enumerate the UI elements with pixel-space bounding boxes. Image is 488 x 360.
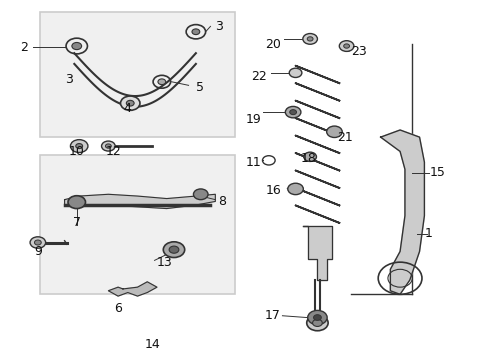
Circle shape <box>120 96 140 111</box>
Circle shape <box>72 42 81 50</box>
Circle shape <box>302 33 317 44</box>
Text: 7: 7 <box>73 216 81 229</box>
Circle shape <box>343 44 349 48</box>
Circle shape <box>68 196 85 208</box>
Polygon shape <box>380 130 424 294</box>
Circle shape <box>313 315 321 320</box>
Text: 19: 19 <box>245 113 261 126</box>
Polygon shape <box>64 194 215 208</box>
Circle shape <box>312 319 322 327</box>
Polygon shape <box>302 226 331 280</box>
Text: 3: 3 <box>215 20 223 33</box>
Bar <box>40 155 234 294</box>
Circle shape <box>102 141 115 151</box>
Circle shape <box>126 100 134 106</box>
Circle shape <box>303 152 316 161</box>
Text: 16: 16 <box>264 184 281 197</box>
Text: 17: 17 <box>264 309 281 322</box>
Circle shape <box>326 126 342 138</box>
Circle shape <box>306 37 312 41</box>
Text: 11: 11 <box>245 156 261 168</box>
Text: 21: 21 <box>336 131 352 144</box>
Circle shape <box>307 310 326 325</box>
Text: 14: 14 <box>144 338 160 351</box>
Text: 12: 12 <box>106 145 122 158</box>
Text: 4: 4 <box>123 102 131 115</box>
Circle shape <box>192 29 200 35</box>
Text: 3: 3 <box>65 73 73 86</box>
Text: 10: 10 <box>69 145 84 158</box>
Circle shape <box>163 242 184 257</box>
Circle shape <box>289 110 296 114</box>
Circle shape <box>76 144 82 149</box>
Text: 1: 1 <box>424 227 431 240</box>
Text: 15: 15 <box>428 166 444 179</box>
Circle shape <box>158 79 165 85</box>
Circle shape <box>306 315 327 331</box>
Text: 2: 2 <box>20 41 28 54</box>
Text: 23: 23 <box>351 45 366 58</box>
Circle shape <box>70 140 88 153</box>
Text: 9: 9 <box>34 245 41 258</box>
Circle shape <box>30 237 45 248</box>
Text: 22: 22 <box>250 70 266 83</box>
Text: 6: 6 <box>114 302 122 315</box>
Circle shape <box>193 189 207 200</box>
Circle shape <box>105 144 111 148</box>
Circle shape <box>34 240 41 245</box>
Text: 5: 5 <box>196 81 203 94</box>
Polygon shape <box>106 144 108 149</box>
Bar <box>40 12 234 137</box>
Circle shape <box>339 41 353 51</box>
Circle shape <box>288 68 301 77</box>
Circle shape <box>287 183 303 195</box>
Circle shape <box>169 246 179 253</box>
Text: 8: 8 <box>217 195 225 208</box>
Polygon shape <box>108 282 157 296</box>
Circle shape <box>285 107 300 118</box>
Text: 13: 13 <box>157 256 172 269</box>
Text: 20: 20 <box>264 38 281 51</box>
Text: 18: 18 <box>300 152 316 165</box>
